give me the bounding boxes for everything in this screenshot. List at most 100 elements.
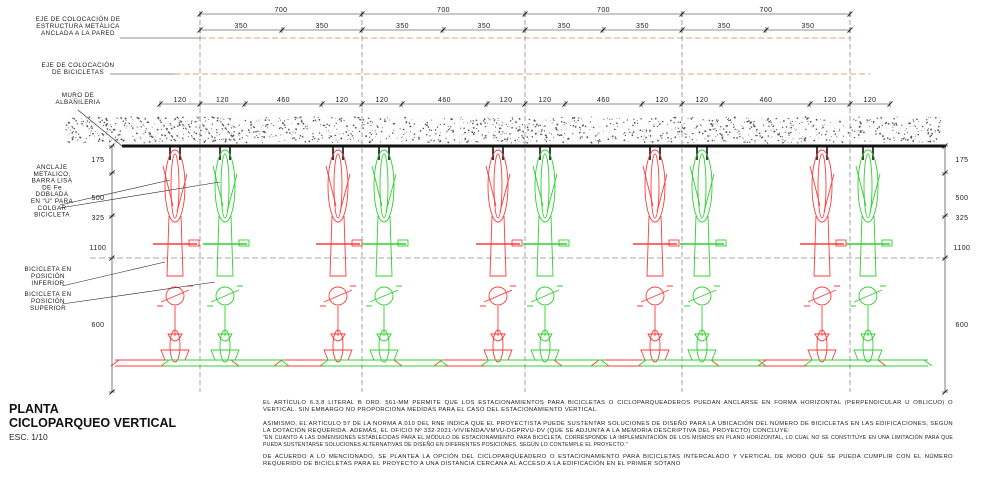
wall-hatch-dot <box>708 129 710 131</box>
wall-hatch-dot <box>450 118 453 120</box>
wall-hatch-dot <box>223 118 225 120</box>
spacing-slash <box>522 101 528 107</box>
wall-hatch-dot <box>561 116 563 119</box>
wall-hatch-dot <box>690 117 693 120</box>
wall-hatch-dot <box>662 135 663 136</box>
spacing-slash <box>484 101 490 107</box>
wall-hatch-dot <box>193 137 195 140</box>
top_350-slash <box>600 27 606 33</box>
wall-hatch-dot <box>488 131 489 133</box>
wall-hatch-dot <box>692 116 694 119</box>
wall-hatch-dot <box>98 135 100 137</box>
wall-hatch-dot <box>887 122 890 125</box>
wall-hatch-dot <box>606 117 608 119</box>
wall-hatch-dot <box>930 128 932 131</box>
wall-hatch-dot <box>72 127 74 129</box>
wall-hatch-dot <box>770 124 773 126</box>
wall-hatch-dot <box>787 117 789 119</box>
wall-hatch-dot <box>733 136 735 139</box>
wall-hatch-dot <box>370 133 373 136</box>
wall-hatch-dot <box>609 118 611 120</box>
label-eje-estructura: EJE DE COLOCACIÓN DE <box>36 14 121 23</box>
wall-hatch-dot <box>553 136 555 138</box>
wall-hatch-dot <box>439 123 441 126</box>
wall-hatch-dot <box>81 118 83 120</box>
wall-hatch-dot <box>575 121 577 123</box>
wall-hatch-dot <box>526 142 529 144</box>
wall-hatch-dot <box>362 127 364 129</box>
u-bar-hook <box>378 146 390 160</box>
pedals <box>366 285 402 307</box>
wall-hatch-dot <box>700 124 702 126</box>
saddle <box>537 333 553 342</box>
wall-hatch-dot <box>483 118 486 121</box>
wall-hatch-dot <box>418 138 420 141</box>
wall-hatch-dot <box>291 123 293 124</box>
wall-hatch-dot <box>637 136 639 139</box>
wall-hatch-dot <box>461 140 462 142</box>
wall-hatch-dot <box>552 118 554 120</box>
right_side-vslash <box>942 255 948 261</box>
wheel-tray <box>369 349 399 361</box>
wall-hatch-dot <box>316 141 318 143</box>
wall-hatch-dot <box>549 140 551 142</box>
top_700-slash <box>847 11 853 17</box>
wall-hatch-dot <box>311 139 313 141</box>
wall-hatch-dot <box>256 134 258 136</box>
wall-hatch-dot <box>105 119 108 122</box>
wall-hatch-dot <box>110 125 112 128</box>
pedals <box>684 285 720 307</box>
wall-hatch-dot <box>836 136 838 138</box>
wall-hatch-dot <box>715 119 718 121</box>
wall-hatch-dot <box>358 140 360 142</box>
wall-hatch-dot <box>145 128 147 130</box>
wall-hatch-dot <box>522 137 525 139</box>
front-tire <box>487 149 509 223</box>
frame-tubes <box>371 165 397 213</box>
wall-hatch-dot <box>238 132 241 135</box>
wall-hatch-dot <box>754 142 756 144</box>
wall-hatch-dot <box>124 117 127 120</box>
wall-hatch-dot <box>788 118 790 120</box>
wall-hatch-dot <box>649 136 652 138</box>
floor-outline <box>324 359 444 367</box>
wall-hatch-dot <box>696 139 698 141</box>
wall-hatch-dot <box>190 135 193 137</box>
wall-hatch-dot <box>605 125 608 127</box>
u-bar-hook <box>492 146 504 160</box>
wall-hatch-dot <box>746 141 749 143</box>
wall-hatch-dot <box>328 124 331 127</box>
wall-hatch-dot <box>871 120 873 122</box>
wall-hatch-dot <box>212 140 215 143</box>
wall-hatch-dot <box>537 125 540 127</box>
wall-hatch-dot <box>219 139 221 141</box>
wall-hatch-dot <box>177 125 179 127</box>
wall-hatch-dot <box>509 133 511 135</box>
wall-hatch-dot <box>790 121 792 123</box>
wall-hatch-dot <box>216 116 218 118</box>
wall-hatch-dot <box>173 138 176 141</box>
wall-hatch-dot <box>796 128 797 130</box>
wall-hatch-dot <box>853 130 856 133</box>
wall-hatch-dot <box>926 121 928 124</box>
wall-hatch-dot <box>829 139 831 141</box>
wall-hatch-dot <box>758 132 761 135</box>
wall-hatch-dot <box>405 131 407 133</box>
wall-hatch-dot <box>81 121 83 123</box>
floor-outline <box>808 359 928 367</box>
wall-hatch-dot <box>842 135 845 137</box>
wall-hatch-dot <box>361 122 364 124</box>
wheel-tray <box>323 349 353 361</box>
wall-hatch-dot <box>370 124 372 126</box>
wall-hatch-dot <box>768 125 770 127</box>
wall-hatch-dot <box>206 128 208 130</box>
wall-hatch-dot <box>213 138 215 140</box>
wall-hatch-dot <box>328 136 331 139</box>
wall-hatch-dot <box>795 121 797 123</box>
wall-hatch-dot <box>659 134 662 137</box>
rear-wheel <box>539 329 551 363</box>
wall-hatch-dot <box>834 127 836 129</box>
wall-hatch-dot <box>85 138 87 140</box>
wall-hatch-dot <box>188 125 191 128</box>
wall-hatch-dot <box>661 137 663 139</box>
